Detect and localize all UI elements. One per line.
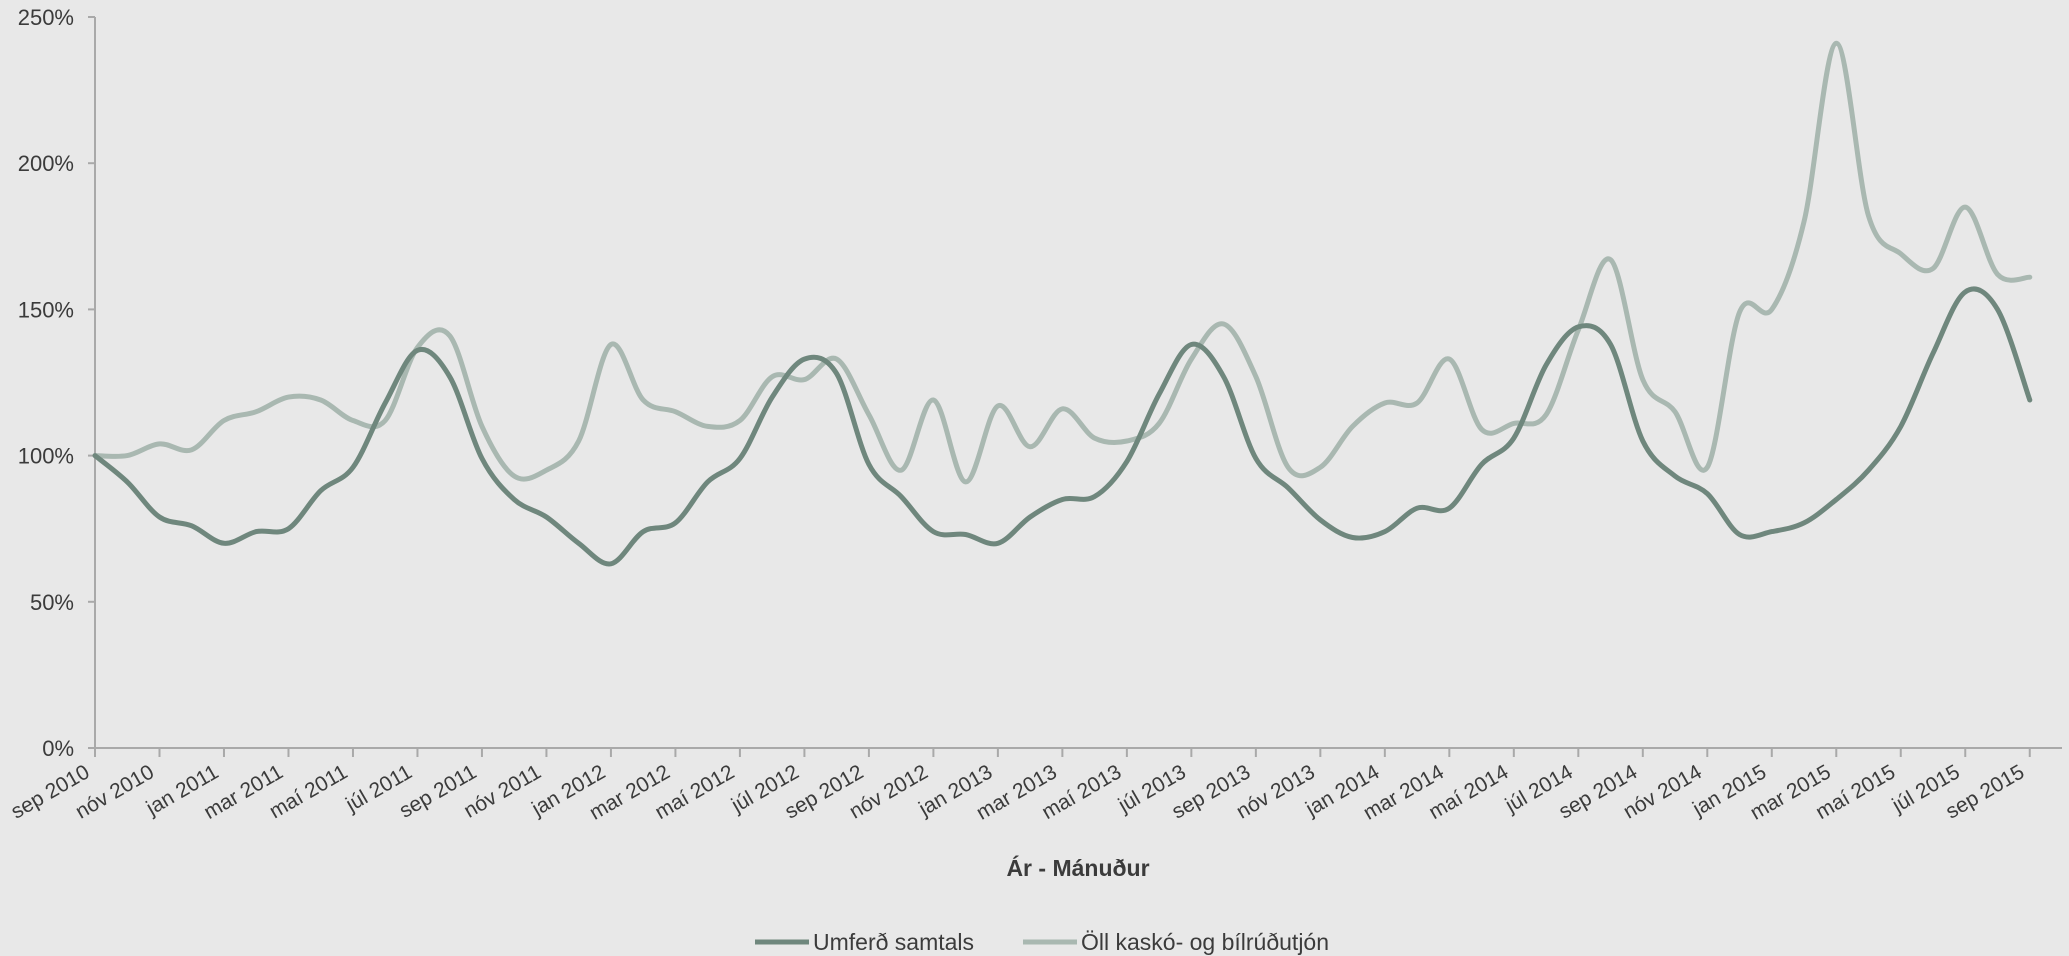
- legend-label-1: Umferð samtals: [813, 929, 974, 955]
- y-tick-label: 50%: [30, 590, 74, 615]
- series-layer: [92, 40, 2033, 567]
- y-tick-label: 150%: [18, 297, 74, 322]
- legend: Umferð samtals Öll kaskó- og bílrúðutjón: [755, 929, 1329, 955]
- series-line-2: [92, 40, 2033, 485]
- legend-label-2: Öll kaskó- og bílrúðutjón: [1081, 929, 1329, 955]
- series-line-1: [92, 286, 2033, 567]
- y-tick-label: 0%: [42, 736, 74, 761]
- y-tick-label: 200%: [18, 151, 74, 176]
- y-axis: 0% 50% 100% 150% 200% 250%: [18, 5, 96, 761]
- y-tick-label: 250%: [18, 5, 74, 30]
- y-tick-label: 100%: [18, 444, 74, 469]
- x-axis-title: Ár - Mánuður: [1006, 854, 1149, 881]
